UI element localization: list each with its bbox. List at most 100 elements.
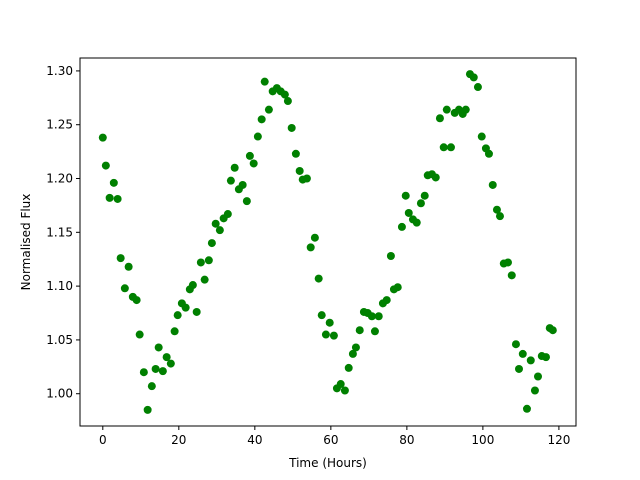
data-point xyxy=(374,312,383,321)
data-point xyxy=(287,123,296,132)
data-point xyxy=(211,219,220,228)
y-tick-label: 1.00 xyxy=(46,387,73,401)
data-point xyxy=(181,303,190,312)
data-point xyxy=(484,149,493,158)
data-point xyxy=(135,330,144,339)
data-point xyxy=(295,166,304,175)
data-point xyxy=(393,283,402,292)
data-point xyxy=(344,363,353,372)
data-point xyxy=(511,340,520,349)
data-point xyxy=(264,105,273,114)
data-point xyxy=(223,210,232,219)
data-point xyxy=(367,312,376,321)
data-point xyxy=(101,161,110,170)
data-point xyxy=(242,197,251,206)
data-point xyxy=(139,368,148,377)
data-point xyxy=(314,274,323,283)
data-point xyxy=(477,132,486,141)
data-point xyxy=(548,326,557,335)
data-point xyxy=(439,143,448,152)
data-point xyxy=(151,364,160,373)
data-point xyxy=(238,180,247,189)
data-point xyxy=(109,178,118,187)
data-point xyxy=(116,254,125,263)
data-point xyxy=(124,262,133,271)
data-point xyxy=(147,382,156,391)
data-point xyxy=(306,243,315,252)
data-point xyxy=(420,191,429,200)
x-tick-label: 80 xyxy=(399,433,414,447)
data-point xyxy=(507,271,516,280)
data-point xyxy=(329,331,338,340)
data-point xyxy=(530,386,539,395)
data-point xyxy=(404,208,413,217)
data-point xyxy=(336,380,345,389)
data-point xyxy=(397,222,406,231)
x-tick-label: 20 xyxy=(171,433,186,447)
x-tick-label: 120 xyxy=(547,433,570,447)
data-point xyxy=(230,163,239,172)
data-point xyxy=(492,205,501,214)
data-point xyxy=(386,251,395,260)
data-point xyxy=(280,90,289,99)
y-tick-label: 1.30 xyxy=(46,64,73,78)
data-point xyxy=(132,296,141,305)
data-point xyxy=(348,349,357,358)
data-point xyxy=(503,258,512,267)
data-point xyxy=(204,256,213,265)
data-point xyxy=(98,133,107,142)
data-point xyxy=(416,199,425,208)
data-point xyxy=(446,143,455,152)
data-point xyxy=(200,275,209,284)
data-point xyxy=(317,311,326,320)
data-point xyxy=(442,105,451,114)
data-point xyxy=(473,83,482,92)
x-tick-label: 40 xyxy=(247,433,262,447)
data-point xyxy=(522,404,531,413)
data-point xyxy=(162,353,171,362)
data-point xyxy=(226,176,235,185)
data-point xyxy=(196,258,205,267)
data-point xyxy=(495,212,504,221)
y-tick-label: 1.10 xyxy=(46,279,73,293)
data-point xyxy=(340,386,349,395)
y-tick-label: 1.05 xyxy=(46,333,73,347)
data-point xyxy=(158,367,167,376)
x-tick-label: 60 xyxy=(323,433,338,447)
data-point xyxy=(154,343,163,352)
data-point xyxy=(283,97,292,106)
data-point xyxy=(541,353,550,362)
data-point xyxy=(143,405,152,414)
data-point xyxy=(173,311,182,320)
data-point xyxy=(533,372,542,381)
y-tick-label: 1.25 xyxy=(46,118,73,132)
data-point xyxy=(120,284,129,293)
data-point xyxy=(113,194,122,203)
data-point xyxy=(382,296,391,305)
plot-frame xyxy=(79,57,577,427)
y-tick-label: 1.15 xyxy=(46,225,73,239)
data-point xyxy=(431,173,440,182)
data-point xyxy=(355,326,364,335)
data-point xyxy=(412,218,421,227)
data-point xyxy=(321,330,330,339)
data-point xyxy=(105,193,114,202)
data-point xyxy=(215,226,224,235)
data-point xyxy=(260,77,269,86)
data-point xyxy=(192,307,201,316)
data-point xyxy=(514,364,523,373)
data-point xyxy=(170,327,179,336)
data-point xyxy=(302,174,311,183)
data-point xyxy=(351,343,360,352)
data-point xyxy=(435,114,444,123)
data-point xyxy=(257,115,266,124)
y-axis-label: Normalised Flux xyxy=(19,194,33,291)
data-point xyxy=(310,233,319,242)
data-point xyxy=(461,105,470,114)
data-point xyxy=(518,349,527,358)
data-point xyxy=(245,151,254,160)
data-point xyxy=(207,239,216,248)
x-axis-label: Time (Hours) xyxy=(288,456,367,470)
data-point xyxy=(325,318,334,327)
